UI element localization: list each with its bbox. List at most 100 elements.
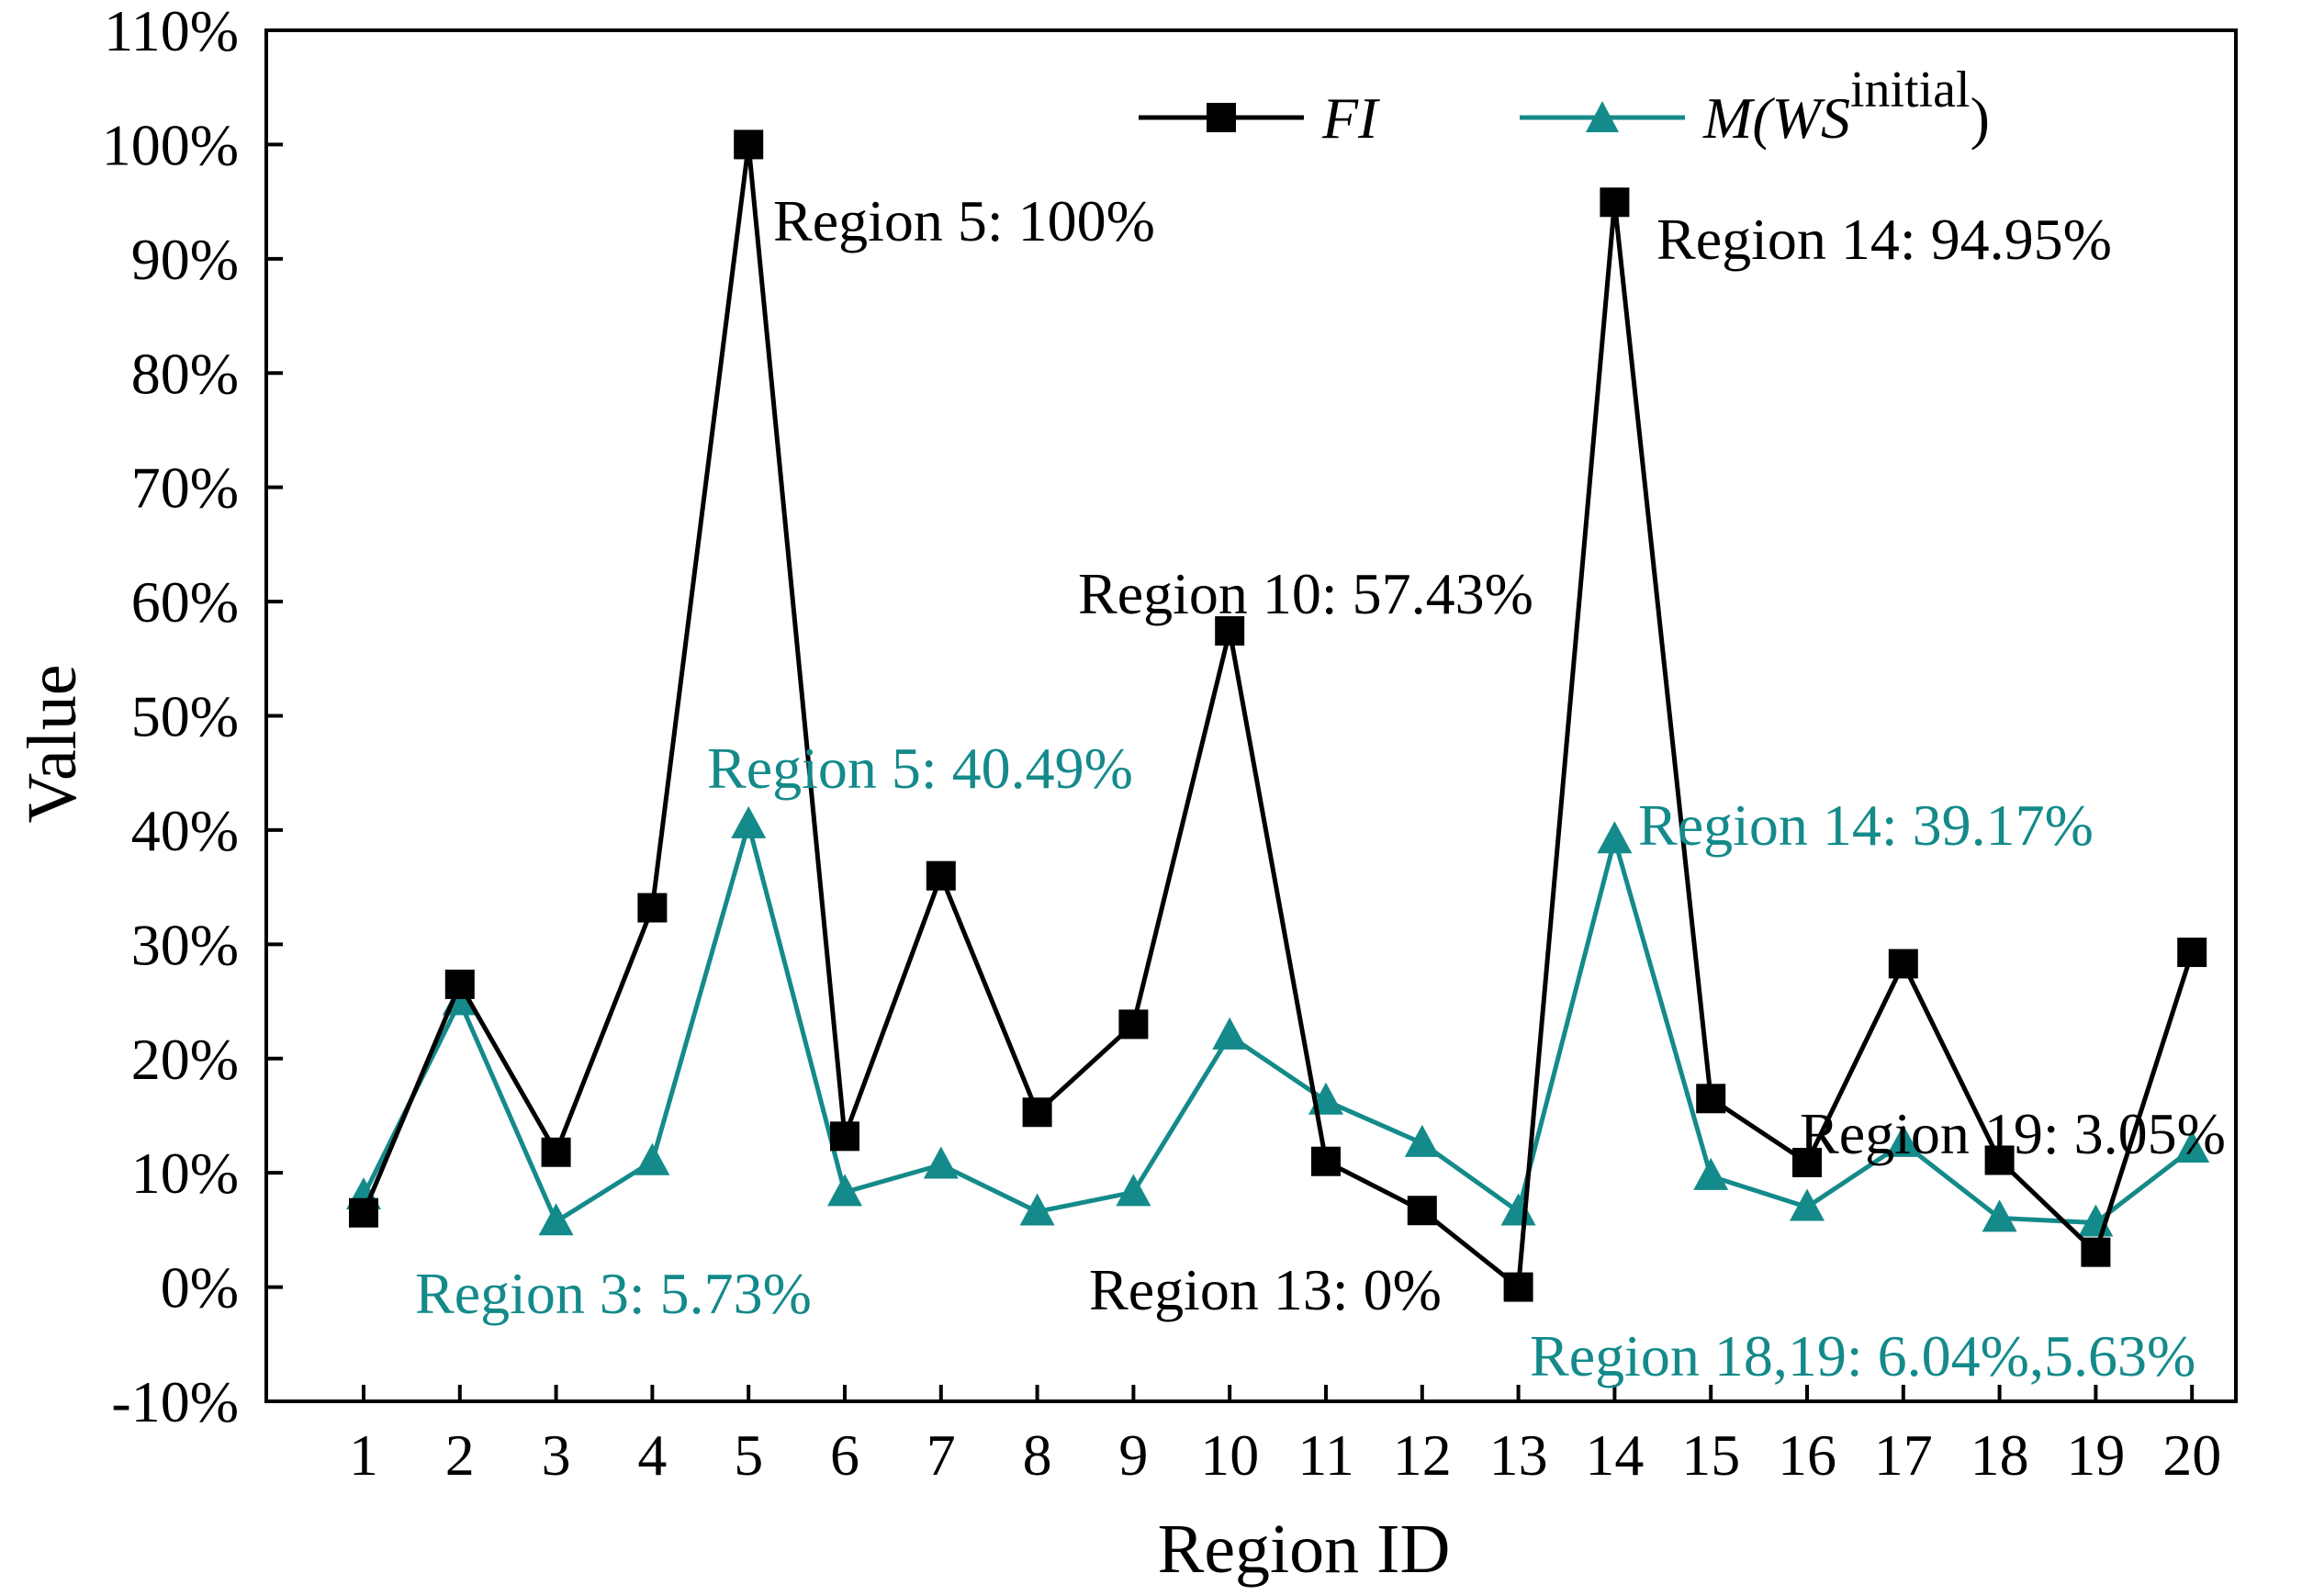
- annotation-fi-region-14: Region 14: 94.95%: [1656, 207, 2112, 272]
- x-tick-label: 2: [445, 1422, 475, 1488]
- point-fi-region-14: [1600, 187, 1630, 218]
- legend-label-mws-sup: initial: [1850, 62, 1971, 118]
- point-fi-region-4: [637, 893, 668, 923]
- y-tick-label: 40%: [131, 798, 239, 863]
- point-mws-region-12: [1404, 1124, 1440, 1157]
- y-axis-ticks: -10% 0% 10% 20% 30% 40% 50% 60% 70% 80% 90% 100% 110…: [102, 0, 283, 1434]
- point-mws-region-9: [1116, 1174, 1151, 1207]
- annotation-fi-region-13: Region 13: 0%: [1089, 1257, 1442, 1322]
- series-layer: [346, 129, 2210, 1302]
- annotation-mws-region-5: Region 5: 40.49%: [707, 736, 1133, 801]
- y-tick-label: 30%: [131, 912, 239, 977]
- x-tick-label: 5: [734, 1422, 763, 1488]
- x-tick-label: 14: [1585, 1422, 1644, 1488]
- x-tick-label: 6: [830, 1422, 859, 1488]
- legend-label-mws-close: ): [1971, 85, 1990, 151]
- legend-label-fi: FI: [1321, 85, 1380, 151]
- y-tick-label: -10%: [111, 1369, 239, 1434]
- point-fi-region-13: [1503, 1272, 1533, 1302]
- point-mws-region-20: [2174, 1130, 2210, 1163]
- x-tick-label: 12: [1393, 1422, 1452, 1488]
- point-fi-region-3: [541, 1137, 571, 1167]
- x-tick-label: 9: [1118, 1422, 1148, 1488]
- point-mws-region-16: [1790, 1188, 1825, 1221]
- point-mws-region-17: [1885, 1124, 1921, 1157]
- point-mws-region-10: [1212, 1017, 1248, 1050]
- y-tick-label: 90%: [131, 227, 239, 292]
- legend-item-fi: FI: [1139, 85, 1380, 151]
- x-tick-label: 11: [1297, 1422, 1354, 1488]
- y-tick-label: 80%: [131, 341, 239, 406]
- x-tick-label: 1: [349, 1422, 378, 1488]
- point-fi-region-1: [349, 1197, 378, 1228]
- annotation-mws-region-14: Region 14: 39.17%: [1638, 792, 2094, 858]
- point-fi-region-2: [444, 969, 475, 999]
- x-tick-label: 13: [1489, 1422, 1548, 1488]
- point-fi-region-6: [830, 1121, 859, 1152]
- point-mws-region-14: [1597, 821, 1633, 854]
- y-tick-label: 20%: [131, 1027, 239, 1092]
- y-tick-label: 0%: [161, 1255, 239, 1321]
- legend-marker-mws: [1586, 101, 1619, 132]
- point-fi-region-17: [1888, 949, 1918, 979]
- point-fi-region-10: [1215, 616, 1245, 646]
- x-tick-label: 17: [1874, 1422, 1933, 1488]
- x-tick-label: 20: [2162, 1422, 2221, 1488]
- legend-label-mws-base: M(WS: [1702, 85, 1850, 151]
- annotation-mws-region-3: Region 3: 5.73%: [415, 1261, 812, 1326]
- annotation-mws-region-18-19: Region 18,19: 6.04%,5.63%: [1530, 1323, 2195, 1388]
- y-tick-label: 100%: [102, 112, 239, 177]
- series-fi: [349, 129, 2207, 1302]
- series-line-mws: [361, 815, 2194, 1226]
- y-tick-label: 110%: [104, 0, 239, 63]
- y-tick-label: 50%: [131, 684, 239, 749]
- point-fi-region-9: [1118, 1009, 1149, 1040]
- y-tick-label: 70%: [131, 455, 239, 521]
- legend-item-mws: M(WSinitial): [1520, 62, 1990, 151]
- point-mws-region-7: [923, 1146, 959, 1179]
- x-tick-label: 3: [542, 1422, 571, 1488]
- legend: FI M(WSinitial): [1139, 62, 1990, 151]
- annotation-fi-region-10: Region 10: 57.43%: [1078, 561, 1533, 626]
- x-tick-label: 4: [637, 1422, 667, 1488]
- point-mws-region-13: [1500, 1193, 1536, 1226]
- x-tick-label: 10: [1200, 1422, 1259, 1488]
- legend-label-mws: M(WSinitial): [1702, 62, 1990, 151]
- x-tick-label: 7: [926, 1422, 956, 1488]
- annotation-fi-region-19: Region 19: 3.05%: [1800, 1101, 2226, 1166]
- y-tick-label: 10%: [131, 1141, 239, 1206]
- point-fi-region-15: [1696, 1084, 1726, 1114]
- point-fi-region-11: [1311, 1146, 1341, 1176]
- y-axis-title: Value: [14, 664, 91, 823]
- annotation-fi-region-5: Region 5: 100%: [773, 188, 1155, 253]
- x-tick-label: 8: [1023, 1422, 1052, 1488]
- point-fi-region-20: [2177, 938, 2207, 968]
- point-fi-region-18: [1984, 1145, 2015, 1175]
- point-fi-region-19: [2081, 1237, 2111, 1267]
- point-fi-region-5: [734, 129, 764, 160]
- annotations: Region 5: 100% Region 14: 94.95% Region …: [415, 188, 2226, 1388]
- plot-frame: [264, 28, 2238, 1403]
- point-mws-region-18: [1982, 1199, 2017, 1232]
- point-fi-region-16: [1792, 1147, 1822, 1177]
- point-mws-region-3: [538, 1203, 574, 1236]
- point-mws-region-6: [827, 1174, 862, 1207]
- point-fi-region-7: [926, 860, 956, 891]
- point-mws-region-15: [1693, 1157, 1729, 1190]
- series-mws: [346, 805, 2210, 1237]
- series-line-fi: [361, 144, 2195, 1292]
- x-tick-label: 18: [1971, 1422, 2029, 1488]
- x-tick-label: 19: [2066, 1422, 2125, 1488]
- point-mws-region-8: [1019, 1193, 1055, 1226]
- legend-marker-fi: [1207, 103, 1236, 132]
- point-mws-region-4: [634, 1142, 670, 1175]
- y-tick-label: 60%: [131, 569, 239, 635]
- point-mws-region-5: [731, 805, 767, 838]
- x-tick-label: 16: [1778, 1422, 1836, 1488]
- point-fi-region-12: [1407, 1196, 1437, 1226]
- x-tick-label: 15: [1681, 1422, 1740, 1488]
- x-axis-title: Region ID: [1158, 1511, 1451, 1588]
- x-axis-ticks: 1 2 3 4 5 6 7 8 9 10 11 12 13 14 15 16 17 18 19 20: [349, 1385, 2221, 1488]
